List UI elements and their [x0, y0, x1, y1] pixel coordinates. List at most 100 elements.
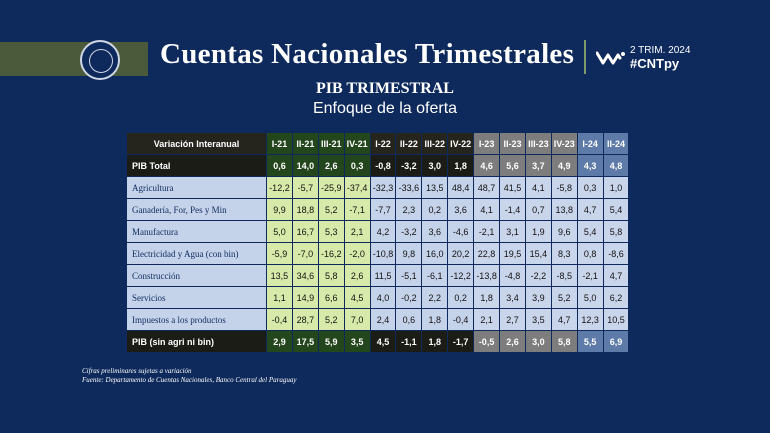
- column-header: I-23: [473, 132, 501, 155]
- column-header: II-22: [395, 132, 423, 155]
- footer-total-row: PIB (sin agri ni bin) 2,9 17,5 5,9 3,5 4,5 -1,…: [126, 330, 630, 353]
- value-cell: 0,6: [395, 308, 423, 331]
- value-cell: -2,1: [473, 220, 501, 243]
- value-cell: 2,1: [473, 308, 501, 331]
- value-cell: 9,8: [395, 242, 423, 265]
- value-cell: -16,2: [317, 242, 345, 265]
- value-cell: 41,5: [499, 176, 526, 199]
- value-cell: 4,2: [369, 220, 397, 243]
- value-cell: 2,3: [395, 198, 423, 221]
- value-cell: 13,5: [266, 264, 293, 287]
- table-row: Ganadería, For, Pes y Min 9,9 18,8 5,2 -7,1-…: [126, 198, 630, 221]
- value-cell: 1,8: [447, 154, 475, 177]
- column-header: IV-22: [447, 132, 475, 155]
- value-cell: -33,6: [395, 176, 423, 199]
- value-cell: 5,5: [576, 330, 604, 353]
- value-cell: 5,0: [576, 286, 604, 309]
- value-cell: 48,4: [447, 176, 475, 199]
- value-cell: 6,2: [602, 286, 630, 309]
- value-cell: -7,0: [291, 242, 319, 265]
- row-label: Impuestos a los productos: [126, 308, 267, 331]
- value-cell: 0,3: [343, 154, 371, 177]
- value-cell: -8,6: [602, 242, 630, 265]
- table-row: Impuestos a los productos -0,4 28,7 5,2 7,0 2…: [126, 308, 630, 331]
- corner-header: Variación Interanual: [126, 132, 267, 155]
- value-cell: -25,9: [317, 176, 345, 199]
- value-cell: 4,0: [369, 286, 397, 309]
- value-cell: -0,4: [447, 308, 475, 331]
- value-cell: 2,2: [421, 286, 449, 309]
- value-cell: 0,3: [576, 176, 604, 199]
- value-cell: 17,5: [291, 330, 319, 353]
- bcp-seal-icon: [80, 40, 120, 80]
- value-cell: 9,6: [550, 220, 578, 243]
- value-cell: 1,8: [421, 308, 449, 331]
- value-cell: -5,9: [266, 242, 293, 265]
- value-cell: 5,8: [602, 220, 630, 243]
- value-cell: 15,4: [524, 242, 552, 265]
- value-cell: -7,1: [343, 198, 371, 221]
- value-cell: 48,7: [473, 176, 501, 199]
- value-cell: -8,5: [550, 264, 578, 287]
- value-cell: 16,0: [421, 242, 449, 265]
- value-cell: -4,6: [447, 220, 475, 243]
- column-header: II-21: [291, 132, 319, 155]
- value-cell: 3,7: [524, 154, 552, 177]
- value-cell: 5,2: [317, 198, 345, 221]
- column-header: IV-21: [343, 132, 371, 155]
- value-cell: 4,9: [550, 154, 578, 177]
- value-cell: 28,7: [291, 308, 319, 331]
- value-cell: 4,7: [576, 198, 604, 221]
- column-header: IV-23: [550, 132, 578, 155]
- value-cell: -7,7: [369, 198, 397, 221]
- footnote-preliminary: Cifras preliminares sujetas a variación: [82, 367, 192, 375]
- row-label: Servicios: [126, 286, 267, 309]
- column-header: I-21: [266, 132, 293, 155]
- row-label: Manufactura: [126, 220, 267, 243]
- column-header: III-22: [421, 132, 449, 155]
- footnotes: Cifras preliminares sujetas a variación …: [82, 367, 296, 385]
- table-row: Servicios 1,1 14,9 6,6 4,5 4,0 -0,2 2,2 0,2 1,8 3,…: [126, 286, 630, 309]
- value-cell: 5,3: [317, 220, 345, 243]
- value-cell: -1,4: [499, 198, 526, 221]
- column-header: III-21: [317, 132, 345, 155]
- value-cell: 5,8: [317, 264, 345, 287]
- value-cell: 19,5: [499, 242, 526, 265]
- value-cell: 8,3: [550, 242, 578, 265]
- table-row: Electricidad y Agua (con bin) -5,9 -7,0 -16…: [126, 242, 630, 265]
- value-cell: 4,3: [576, 154, 604, 177]
- value-cell: 34,6: [291, 264, 319, 287]
- value-cell: 4,7: [550, 308, 578, 331]
- value-cell: 3,0: [421, 154, 449, 177]
- gdp-table: Variación Interanual I-21 II-21 III-21 IV-21…: [126, 132, 630, 353]
- value-cell: 4,5: [369, 330, 397, 353]
- value-cell: 4,1: [473, 198, 501, 221]
- table-row: Manufactura 5,0 16,7 5,3 2,1 4,2 -3,2 3,6 -4,6 -2…: [126, 220, 630, 243]
- value-cell: -0,4: [266, 308, 293, 331]
- table-row: Agricultura -12,2 -5,7 -25,9 -37,4 -32,3 -33,6…: [126, 176, 630, 199]
- value-cell: 13,5: [421, 176, 449, 199]
- value-cell: 5,2: [550, 286, 578, 309]
- value-cell: 4,5: [343, 286, 371, 309]
- value-cell: 4,7: [602, 264, 630, 287]
- total-row: PIB Total 0,6 14,0 2,6 0,3 -0,8 -3,2 3,0 1,8 4,6 5…: [126, 154, 630, 177]
- value-cell: -0,8: [369, 154, 397, 177]
- value-cell: 11,5: [369, 264, 397, 287]
- value-cell: 4,1: [524, 176, 552, 199]
- column-header: II-23: [499, 132, 526, 155]
- row-label: Construcción: [126, 264, 267, 287]
- value-cell: 22,8: [473, 242, 501, 265]
- value-cell: 3,1: [499, 220, 526, 243]
- value-cell: 0,6: [266, 154, 293, 177]
- value-cell: -37,4: [343, 176, 371, 199]
- period-label: 2 TRIM. 2024: [630, 45, 691, 56]
- value-cell: 2,6: [343, 264, 371, 287]
- row-label: PIB (sin agri ni bin): [126, 330, 267, 353]
- row-label: PIB Total: [126, 154, 267, 177]
- row-label: Agricultura: [126, 176, 267, 199]
- value-cell: 4,6: [473, 154, 501, 177]
- value-cell: -6,1: [421, 264, 449, 287]
- value-cell: 1,8: [421, 330, 449, 353]
- section-title: PIB TRIMESTRAL: [316, 80, 454, 97]
- value-cell: -1,7: [447, 330, 475, 353]
